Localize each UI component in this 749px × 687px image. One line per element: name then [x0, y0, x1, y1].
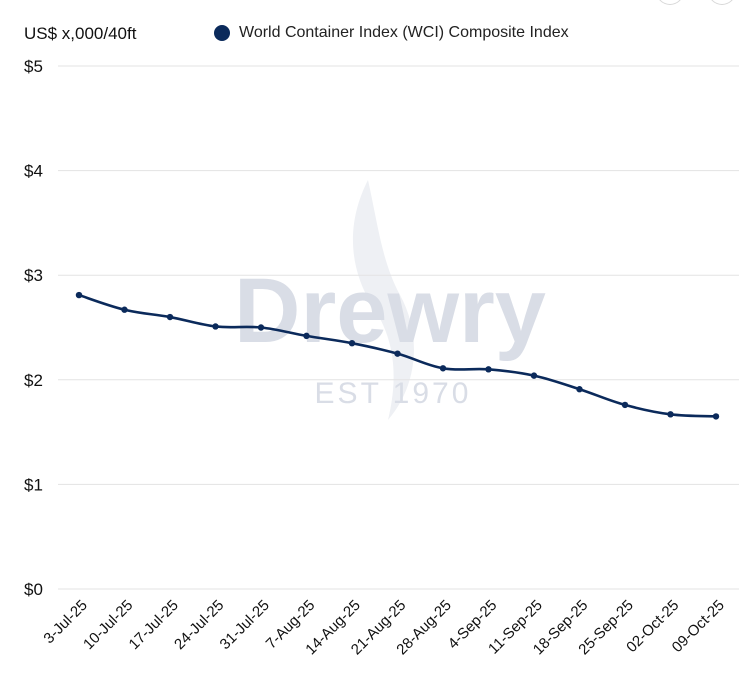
data-point [667, 411, 674, 418]
data-point [394, 350, 401, 357]
data-point [439, 365, 447, 372]
data-point [621, 401, 629, 409]
data-point [75, 291, 83, 299]
data-point [166, 313, 174, 321]
data-point [712, 413, 720, 420]
drewry-watermark: Drewry EST 1970 [234, 180, 546, 420]
data-point [121, 306, 128, 313]
x-tick-label: 31-Jul-25 [217, 597, 273, 653]
x-axis-ticks: 3-Jul-2510-Jul-2517-Jul-2524-Jul-2531-Ju… [40, 597, 727, 659]
watermark-name: Drewry [234, 260, 546, 362]
data-point [257, 324, 265, 331]
data-point [303, 332, 310, 340]
legend-marker [214, 25, 230, 41]
y-axis-label: US$ x,000/40ft [24, 24, 137, 43]
watermark-tagline: EST 1970 [315, 377, 472, 410]
data-point [348, 339, 356, 347]
y-tick-label: $4 [24, 162, 43, 181]
y-tick-label: $2 [24, 371, 43, 390]
legend-label: World Container Index (WCI) Composite In… [239, 24, 569, 41]
y-tick-label: $5 [24, 57, 43, 76]
data-point [212, 323, 219, 330]
y-tick-label: $0 [24, 580, 43, 599]
y-tick-label: $1 [24, 475, 43, 494]
flame-logo-mark [352, 180, 414, 420]
data-point [485, 366, 492, 373]
legend: World Container Index (WCI) Composite In… [214, 24, 569, 42]
series-layer [75, 291, 720, 420]
data-point [576, 386, 583, 393]
y-tick-label: $3 [24, 266, 43, 285]
y-axis-ticks: $0 $1 $2 $3 $4 $5 [24, 57, 43, 599]
gridlines [58, 65, 739, 590]
data-point [530, 372, 538, 379]
